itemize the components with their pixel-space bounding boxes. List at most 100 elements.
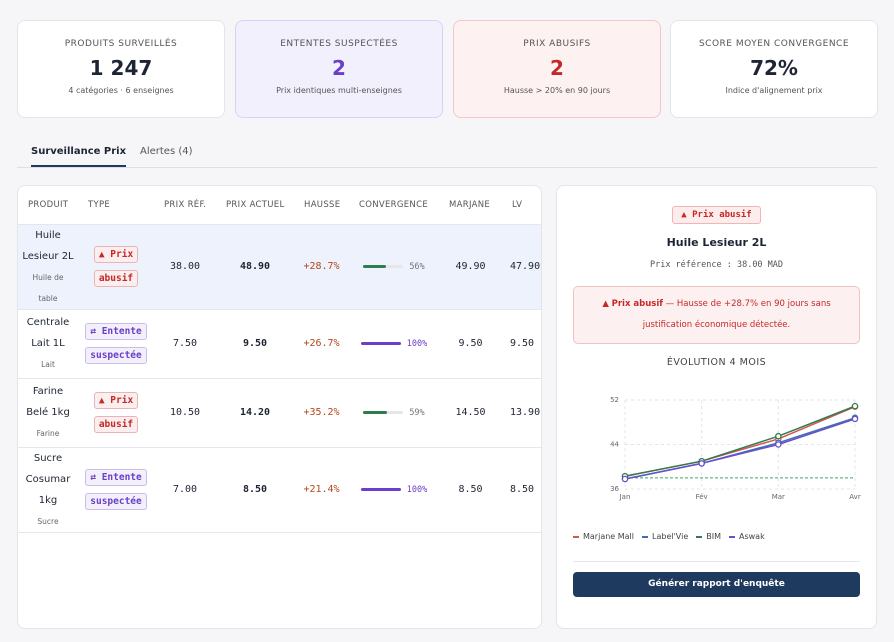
type-cell: ⇄ Entente suspectée xyxy=(78,309,154,379)
prix-actuel: 9.50 xyxy=(216,309,294,379)
data-point xyxy=(775,441,782,448)
legend-swatch xyxy=(696,535,703,538)
legend-item: BIM xyxy=(696,532,721,541)
prix-actuel: 8.50 xyxy=(216,447,294,533)
alert-strong: Prix abusif xyxy=(611,299,663,309)
hausse: +35.2% xyxy=(294,378,349,448)
alert-box: ▲ Prix abusif — Hausse de +28.7% en 90 j… xyxy=(573,286,860,344)
legend: Marjane Mall Label'Vie BIM Aswak xyxy=(573,532,765,541)
convergence-track xyxy=(363,411,404,414)
type-icon: ⇄ xyxy=(90,471,96,483)
type-text: Prix abusif xyxy=(98,248,134,284)
convergence-cell: 59% xyxy=(349,378,439,448)
convergence-track xyxy=(363,265,404,268)
prix-marjane: 49.90 xyxy=(439,224,502,310)
series-line xyxy=(624,405,856,477)
type-text: Entente suspectée xyxy=(90,471,142,507)
legend-label: Aswak xyxy=(739,532,765,541)
detail-panel: ▲ Prix abusif Huile Lesieur 2L Prix réfé… xyxy=(556,185,877,629)
table-card: PRODUIT TYPE PRIX RÉF. PRIX ACTUEL HAUSSE CON… xyxy=(17,185,542,629)
convergence-bar xyxy=(363,411,387,414)
data-point xyxy=(621,475,629,483)
convergence-track xyxy=(360,342,401,345)
data-point xyxy=(698,460,705,467)
product-name: Sucre Cosumar 1kg xyxy=(25,452,71,506)
detail-badge: ▲ Prix abusif xyxy=(672,206,761,224)
product-cell: Huile Lesieur 2L Huile de table xyxy=(18,224,78,310)
line-chart: 36 44 52 Jan Fév Mar Avr xyxy=(610,396,861,501)
prix-ref: 10.50 xyxy=(154,378,216,448)
column-header: PRODUIT xyxy=(18,186,78,225)
alert-text: — Hausse de +28.7% en 90 jours sans just… xyxy=(642,299,831,330)
product-name: Centrale Lait 1L xyxy=(26,317,70,349)
type-badge: ▲ Prix abusif xyxy=(93,245,139,287)
type-badge: ▲ Prix abusif xyxy=(93,391,139,433)
kpi-value: 72% xyxy=(750,56,798,80)
hausse: +21.4% xyxy=(294,447,349,533)
tab[interactable]: Alertes (4) xyxy=(140,146,193,157)
convergence-label: 56% xyxy=(409,261,425,272)
legend-swatch xyxy=(729,535,735,538)
prix-marjane: 14.50 xyxy=(439,378,502,448)
alert-icon: ▲ xyxy=(602,299,609,309)
product-category: Lait xyxy=(41,360,55,369)
legend-swatch xyxy=(573,535,579,538)
prix-ref: 38.00 xyxy=(154,224,216,310)
kpi-value: 2 xyxy=(332,56,346,80)
product-cell: Centrale Lait 1L Lait xyxy=(18,309,78,379)
convergence-cell: 100% xyxy=(349,309,439,379)
convergence-cell: 100% xyxy=(349,447,439,533)
product-category: Huile de table xyxy=(32,272,64,303)
prix-actuel: 48.90 xyxy=(216,224,294,310)
convergence-bar xyxy=(360,488,401,491)
column-header: PRIX RÉF. xyxy=(154,186,216,225)
tab[interactable]: Surveillance Prix xyxy=(31,146,127,167)
badge-text: Prix abusif xyxy=(692,210,752,220)
series-line xyxy=(624,418,856,480)
column-header: TYPE xyxy=(78,186,154,225)
kpi-card: ENTENTES SUSPECTÉES 2 Prix identiques mu… xyxy=(235,20,443,118)
kpi-note: Hausse > 20% en 90 jours xyxy=(503,86,611,95)
hausse: +26.7% xyxy=(294,309,349,379)
y-tick-label: 52 xyxy=(610,396,619,404)
type-cell: ▲ Prix abusif xyxy=(78,378,154,448)
header-row: PRODUIT TYPE PRIX RÉF. PRIX ACTUEL HAUSSE CON… xyxy=(18,186,541,225)
prix-lv: 9.50 xyxy=(502,309,541,379)
column-header: PRIX ACTUEL xyxy=(216,186,294,225)
convergence-bar xyxy=(363,265,386,268)
convergence-label: 59% xyxy=(409,407,425,418)
convergence-cell: 56% xyxy=(349,224,439,310)
legend-swatch xyxy=(642,535,649,538)
kpi-value: 1 247 xyxy=(89,56,153,80)
prix-lv: 8.50 xyxy=(502,447,541,533)
column-header: CONVERGENCE xyxy=(349,186,439,225)
detail-title: Huile Lesieur 2L xyxy=(666,236,767,249)
kpi-label: ENTENTES SUSPECTÉES xyxy=(280,39,398,49)
kpi-card: PRIX ABUSIFS 2 Hausse > 20% en 90 jours xyxy=(453,20,661,118)
kpi-label: SCORE MOYEN CONVERGENCE xyxy=(698,39,850,49)
divider xyxy=(573,561,860,562)
report-button[interactable]: Générer rapport d'enquête xyxy=(573,572,860,597)
prix-ref: 7.00 xyxy=(154,447,216,533)
column-header: MARJANE xyxy=(439,186,502,225)
column-header: HAUSSE xyxy=(294,186,349,225)
table-body: Huile Lesieur 2L Huile de table ▲ Prix abu… xyxy=(18,224,541,533)
y-tick-label: 44 xyxy=(610,441,619,449)
kpi-note: 4 catégories · 6 enseignes xyxy=(68,86,174,95)
legend-item: Aswak xyxy=(729,532,765,541)
product-name: Farine Belé 1kg xyxy=(26,386,70,418)
kpi-card: SCORE MOYEN CONVERGENCE 72% Indice d'ali… xyxy=(670,20,878,118)
kpi-card: PRODUITS SURVEILLÉS 1 247 4 catégories ·… xyxy=(17,20,225,118)
prix-marjane: 8.50 xyxy=(439,447,502,533)
data-point xyxy=(775,432,782,440)
type-cell: ⇄ Entente suspectée xyxy=(78,447,154,533)
legend-label: Label'Vie xyxy=(652,532,689,541)
type-cell: ▲ Prix abusif xyxy=(78,224,154,310)
type-icon: ▲ xyxy=(98,394,105,406)
kpi-value: 2 xyxy=(550,56,564,80)
prix-actuel: 14.20 xyxy=(216,378,294,448)
detail-reference: Prix référence : 38.00 MAD xyxy=(649,260,784,270)
prix-ref: 7.50 xyxy=(154,309,216,379)
